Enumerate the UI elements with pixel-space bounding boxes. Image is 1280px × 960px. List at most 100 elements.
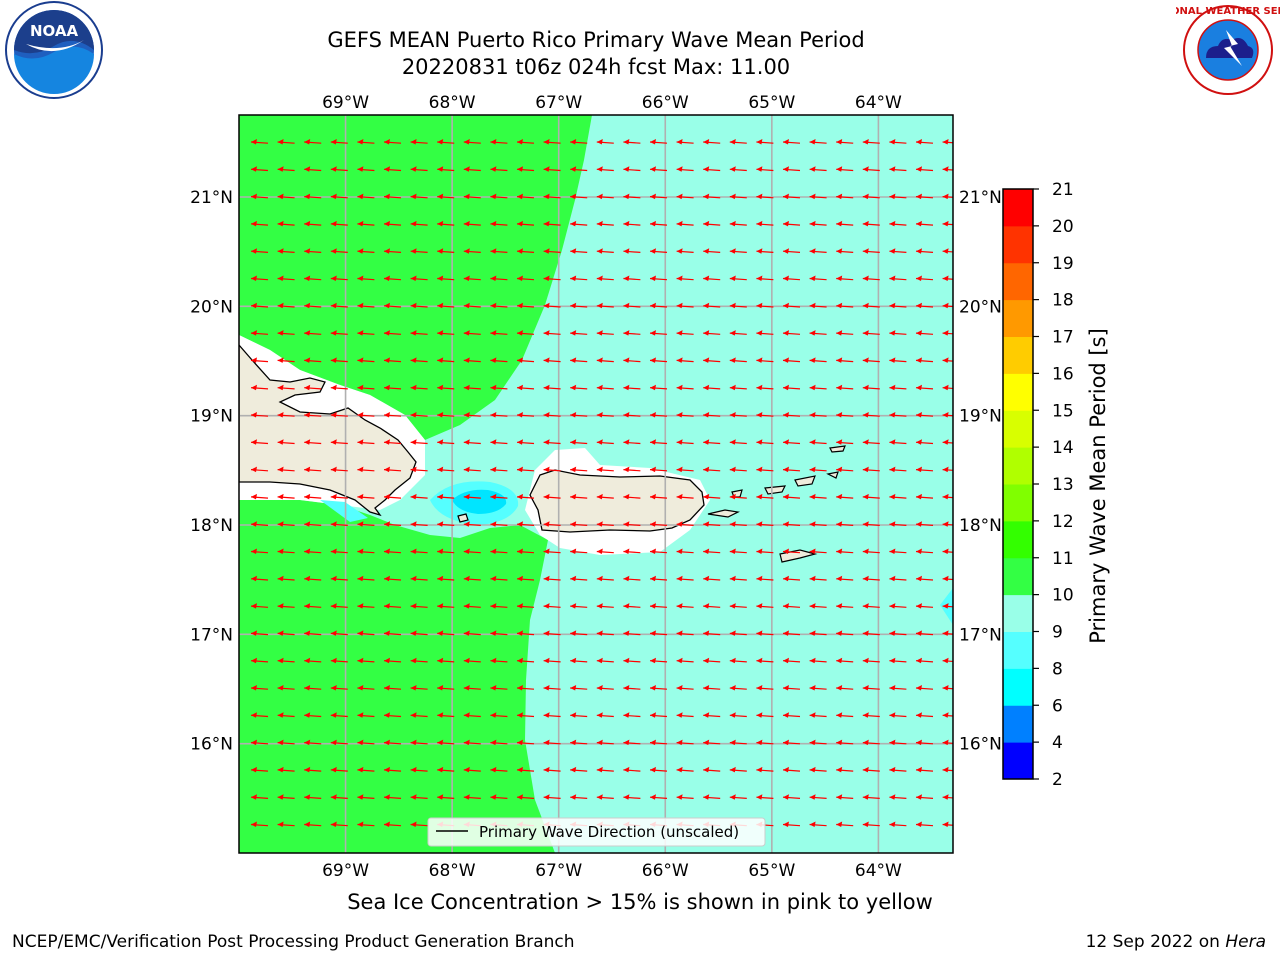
wave-arrow xyxy=(357,575,375,582)
wave-arrow xyxy=(676,548,694,554)
wave-arrow xyxy=(250,630,269,636)
wave-arrow xyxy=(623,439,641,445)
wave-arrow xyxy=(889,439,907,445)
wave-arrow xyxy=(516,302,535,309)
wave-arrow xyxy=(809,685,827,691)
wave-arrow xyxy=(410,220,428,227)
wave-arrow xyxy=(437,685,455,691)
wave-arrow xyxy=(596,193,614,200)
wave-arrow xyxy=(330,575,348,582)
wave-arrow xyxy=(330,712,348,718)
wave-arrow xyxy=(463,657,481,664)
wave-arrow xyxy=(782,657,801,664)
wave-arrow xyxy=(516,384,535,391)
wave-arrow xyxy=(596,384,614,391)
wave-arrow xyxy=(596,712,614,718)
credit-date-host: 12 Sep 2022 on Hera xyxy=(1086,932,1266,952)
wave-arrow xyxy=(543,630,561,636)
credit-date: 12 Sep 2022 on xyxy=(1085,932,1226,952)
wave-arrow xyxy=(357,384,375,391)
wave-arrow xyxy=(942,357,953,363)
wave-arrow xyxy=(596,248,614,254)
wave-arrow xyxy=(570,384,588,391)
lon-tick-label: 66°W xyxy=(642,93,689,113)
wave-arrow xyxy=(410,139,428,145)
wave-arrow xyxy=(330,685,348,691)
wave-arrow xyxy=(889,630,907,636)
wave-arrow xyxy=(250,412,269,418)
wave-arrow xyxy=(250,575,269,582)
wave-arrow xyxy=(649,548,668,554)
wave-arrow xyxy=(490,548,508,554)
wave-arrow xyxy=(570,466,588,473)
wave-arrow xyxy=(570,439,588,445)
wave-arrow xyxy=(357,330,375,336)
wave-arrow xyxy=(623,630,641,636)
wave-arrow xyxy=(490,521,508,527)
lat-tick-label-left: 18°N xyxy=(190,516,233,536)
wave-arrow xyxy=(570,712,588,718)
wave-arrow xyxy=(516,657,535,664)
wave-arrow xyxy=(623,139,641,145)
wave-arrow xyxy=(862,603,880,609)
wave-arrow xyxy=(383,139,402,145)
wave-arrow xyxy=(304,712,322,718)
wave-arrow xyxy=(357,493,375,500)
wave-arrow xyxy=(756,193,774,200)
wave-arrow xyxy=(357,439,375,445)
wave-arrow xyxy=(490,739,508,746)
colorbar-tick-label: 12 xyxy=(1052,512,1074,532)
lat-tick-label-right: 16°N xyxy=(959,735,1002,755)
wave-arrow xyxy=(250,466,269,473)
wave-arrow xyxy=(809,193,827,200)
colorbar-tick-label: 19 xyxy=(1052,254,1074,274)
wave-arrow xyxy=(649,739,668,746)
wave-arrow xyxy=(862,466,880,473)
wave-arrow xyxy=(410,193,428,200)
wave-arrow xyxy=(703,139,721,145)
wave-arrow xyxy=(915,466,934,473)
wave-arrow xyxy=(836,330,854,336)
wave-arrow xyxy=(703,220,721,227)
wave-arrow xyxy=(889,766,907,773)
wave-arrow xyxy=(649,220,668,227)
wave-arrow xyxy=(623,766,641,773)
lat-tick-label-left: 20°N xyxy=(190,297,233,317)
wave-arrow xyxy=(410,302,428,309)
wave-arrow xyxy=(756,220,774,227)
axis-tick-labels: 69°W 69°W 68°W 68°W 67°W 67°W 66°W 66°W 65°W 65°W… xyxy=(190,93,1002,881)
wave-arrow xyxy=(357,412,375,418)
wave-arrow xyxy=(915,139,934,145)
lat-tick-label-left: 17°N xyxy=(190,625,233,645)
wave-arrow xyxy=(463,412,481,418)
wave-arrow xyxy=(623,357,641,363)
wave-arrow xyxy=(862,330,880,336)
noaa-logo: NOAA xyxy=(5,1,103,99)
wave-arrow xyxy=(915,712,934,718)
wave-arrow xyxy=(543,166,561,172)
wave-arrow xyxy=(836,521,854,527)
wave-arrow xyxy=(570,220,588,227)
wave-arrow xyxy=(437,493,455,500)
wave-arrow xyxy=(250,166,269,172)
wave-arrow xyxy=(463,794,481,800)
wave-arrow xyxy=(304,493,322,500)
wave-arrow xyxy=(304,466,322,473)
wave-arrow xyxy=(357,685,375,691)
wave-arrow xyxy=(782,548,801,554)
wave-arrow xyxy=(942,794,953,800)
wave-arrow xyxy=(304,575,322,582)
wave-arrow xyxy=(676,712,694,718)
wave-arrow xyxy=(250,248,269,254)
wave-arrow xyxy=(649,139,668,145)
wave-arrow xyxy=(942,193,953,200)
wave-arrow xyxy=(782,493,801,500)
wave-arrow xyxy=(889,657,907,664)
wave-arrow xyxy=(383,493,402,500)
wave-arrow xyxy=(330,330,348,336)
wave-arrow xyxy=(809,384,827,391)
lon-tick-label: 67°W xyxy=(535,861,582,881)
wave-arrow xyxy=(649,493,668,500)
wave-arrow xyxy=(623,220,641,227)
wave-arrow xyxy=(410,412,428,418)
